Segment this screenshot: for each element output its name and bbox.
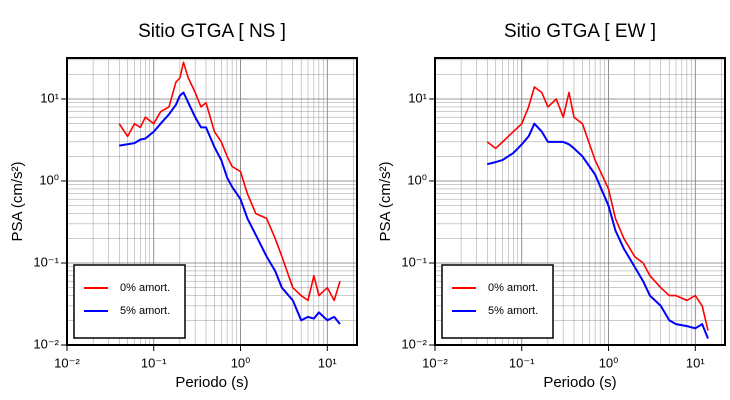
y-tick-label: 10⁰ — [407, 172, 427, 187]
legend-box — [441, 264, 554, 339]
chart: Sitio GTGA [ EW ] 10⁻² 10⁻¹ 10⁰ 10¹ 10⁻² 10⁻¹ 1… — [377, 21, 726, 391]
chart-title: Sitio GTGA [ NS ] — [138, 21, 286, 42]
y-axis-label: PSA (cm/s²) — [377, 161, 394, 241]
x-tick-label: 10¹ — [686, 355, 705, 370]
legend-label: 0% amort. — [488, 282, 538, 294]
y-tick-label: 10⁻¹ — [401, 254, 427, 269]
y-tick-label: 10⁻² — [401, 336, 427, 351]
x-tick-label: 10⁻¹ — [141, 355, 167, 370]
x-tick-label: 10⁰ — [599, 355, 619, 370]
y-axis-label: PSA (cm/s²) — [9, 161, 26, 241]
x-tick-label: 10¹ — [318, 355, 337, 370]
x-tick-label: 10⁰ — [231, 355, 251, 370]
x-axis-label: Periodo (s) — [175, 374, 248, 391]
plot-frame — [66, 57, 358, 346]
legend-label: 5% amort. — [488, 305, 538, 317]
series-line — [486, 86, 709, 331]
y-tick-label: 10⁻¹ — [33, 254, 59, 269]
chart: Sitio GTGA [ NS ] 10⁻² 10⁻¹ 10⁰ 10¹ 10⁻² 10⁻¹ 1… — [9, 21, 358, 391]
y-tick-label: 10¹ — [408, 90, 427, 105]
chart-title: Sitio GTGA [ EW ] — [504, 21, 656, 42]
x-axis-label: Periodo (s) — [543, 374, 616, 391]
series-line — [486, 122, 709, 339]
x-tick-label: 10⁻² — [54, 355, 80, 370]
series-line — [118, 61, 341, 302]
x-tick-label: 10⁻² — [422, 355, 448, 370]
y-tick-label: 10⁰ — [39, 172, 59, 187]
legend-box — [73, 264, 186, 339]
y-tick-label: 10⁻² — [33, 336, 59, 351]
y-tick-label: 10¹ — [40, 90, 59, 105]
legend-label: 0% amort. — [120, 282, 170, 294]
plot-frame — [434, 57, 726, 346]
legend-label: 5% amort. — [120, 305, 170, 317]
x-tick-label: 10⁻¹ — [509, 355, 535, 370]
series-line — [119, 91, 341, 325]
